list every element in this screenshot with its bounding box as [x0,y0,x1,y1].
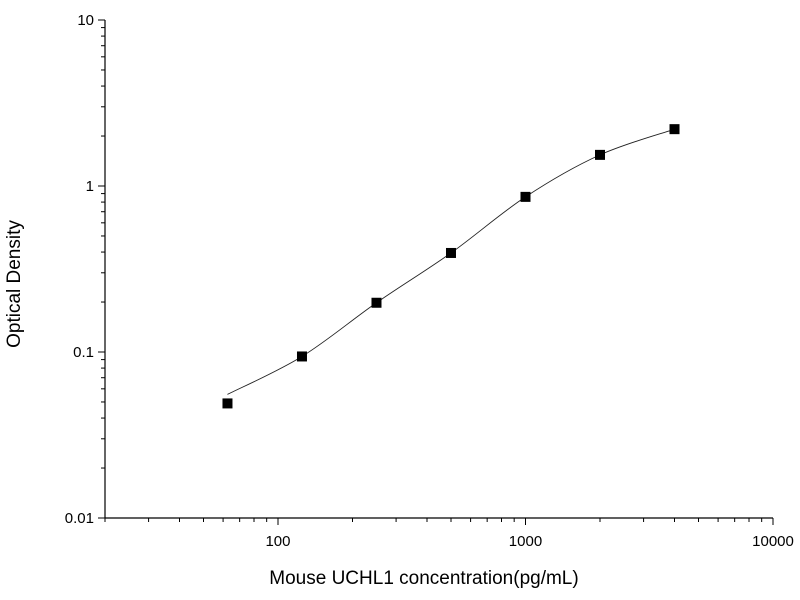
data-points [222,124,680,409]
y-tick-label: 10 [77,12,94,29]
data-point [296,351,307,362]
data-point [445,247,456,258]
axes [104,20,773,519]
data-point [669,124,680,135]
y-tick-label: 0.01 [65,510,94,527]
ticks [98,19,774,525]
x-tick-label: 10000 [752,533,794,550]
data-point [222,398,233,409]
x-tick-label: 100 [265,533,290,550]
y-tick-label: 1 [86,178,94,195]
x-axis-title: Mouse UCHL1 concentration(pg/mL) [269,568,578,589]
data-point [371,297,382,308]
data-point [520,191,531,202]
y-axis-title: Optical Density [4,220,25,348]
tick-labels: 100 1000 10000 0.01 0.1 1 10 [65,12,794,550]
x-tick-label: 1000 [509,533,542,550]
data-point [595,149,606,160]
y-tick-label: 0.1 [73,344,94,361]
fit-curve [227,128,675,395]
